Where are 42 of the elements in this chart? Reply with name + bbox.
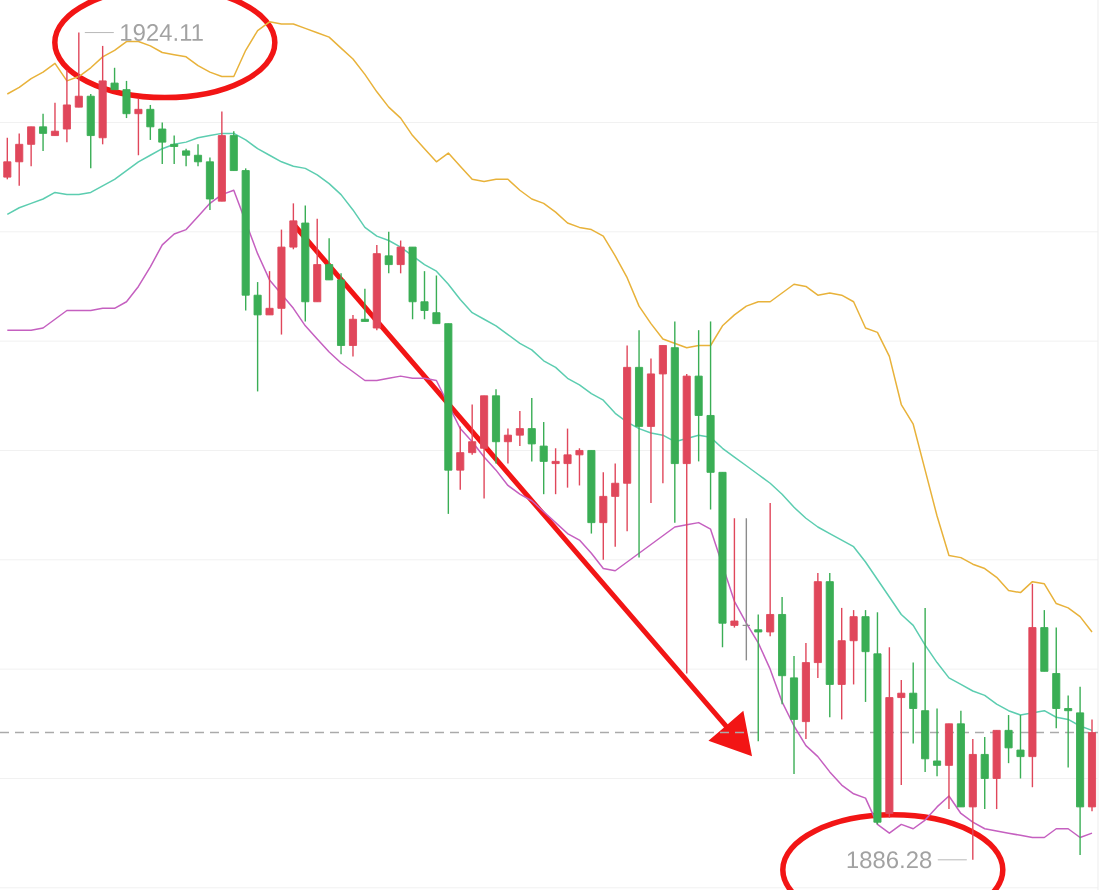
- candlestick: [134, 97, 143, 156]
- candlestick: [468, 403, 477, 456]
- candlestick: [50, 102, 59, 137]
- candlestick: [182, 147, 191, 167]
- candlestick: [1016, 714, 1025, 780]
- candlestick: [575, 447, 584, 487]
- candlestick: [265, 270, 274, 316]
- candlestick: [39, 113, 48, 152]
- candlestick: [110, 67, 119, 91]
- candlestick: [193, 143, 203, 167]
- candlestick: [432, 274, 441, 325]
- candlestick: [456, 425, 465, 491]
- candlestick: [15, 132, 24, 187]
- candlestick: [563, 427, 572, 489]
- candlestick: [503, 427, 512, 465]
- candlestick: [515, 410, 524, 447]
- candlestick: [420, 270, 429, 320]
- candlestick: [325, 237, 334, 281]
- candlestick: [909, 661, 918, 745]
- candlestick: [170, 134, 179, 165]
- annotation: 1924.11: [121, 24, 203, 42]
- candlestick: [766, 502, 775, 638]
- candlestick: [146, 104, 155, 141]
- candlestick: [539, 421, 548, 495]
- candlestick: [754, 613, 763, 742]
- candlestick: [253, 281, 262, 393]
- candlestick: [158, 121, 167, 165]
- candlestick: [384, 231, 393, 275]
- candlestick: [897, 679, 906, 786]
- candlestick: [396, 239, 405, 275]
- candlestick: [611, 462, 620, 548]
- candlestick: [74, 31, 83, 108]
- candlestick: [933, 707, 942, 777]
- candlestick: [730, 517, 739, 629]
- candlestick: [3, 137, 12, 180]
- candlestick: [527, 397, 536, 463]
- candlestick: [551, 447, 560, 495]
- annotation: 1886.28: [847, 851, 932, 869]
- candlestick: [360, 287, 369, 323]
- candlestick: [1064, 694, 1073, 769]
- candlestick: [27, 126, 36, 167]
- candlestick: [1004, 714, 1013, 764]
